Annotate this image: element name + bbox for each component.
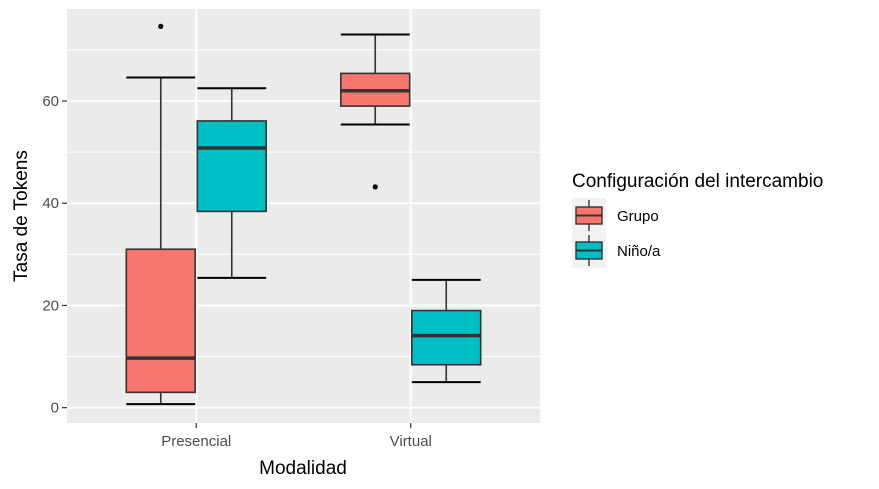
legend-key-ni-o-a xyxy=(572,233,606,268)
grid-lines xyxy=(67,9,540,423)
box-ni-o-a-presencial xyxy=(196,87,267,279)
x-axis: Presencial Virtual xyxy=(161,423,432,450)
box-iqr xyxy=(125,248,196,394)
box-grupo-presencial xyxy=(125,23,196,406)
x-axis-title: Modalidad xyxy=(259,458,347,479)
y-tick-label: 0 xyxy=(51,400,59,417)
y-axis-title: Tasa de Tokens xyxy=(11,150,32,282)
box-iqr xyxy=(411,309,482,366)
legend-entry-label: Grupo xyxy=(617,208,659,225)
outlier-point xyxy=(372,184,378,190)
y-tick-label: 20 xyxy=(42,297,59,314)
legend-entry-label: Niño/a xyxy=(617,243,661,260)
x-tick-label: Presencial xyxy=(161,433,231,450)
x-tick-label: Virtual xyxy=(390,433,432,450)
legend-title: Configuración del intercambio xyxy=(572,171,823,192)
y-tick-label: 60 xyxy=(42,93,59,110)
box-plots xyxy=(125,23,482,406)
box-grupo-virtual xyxy=(340,33,411,190)
y-tick-label: 40 xyxy=(42,195,59,212)
outlier-point xyxy=(158,23,164,29)
legend-key-grupo xyxy=(572,198,606,233)
box-ni-o-a-virtual xyxy=(411,278,482,384)
box-iqr xyxy=(196,120,267,213)
y-axis: 0 20 40 60 xyxy=(42,93,67,417)
legend: Configuración del intercambio Grupo Niño/… xyxy=(572,171,823,268)
